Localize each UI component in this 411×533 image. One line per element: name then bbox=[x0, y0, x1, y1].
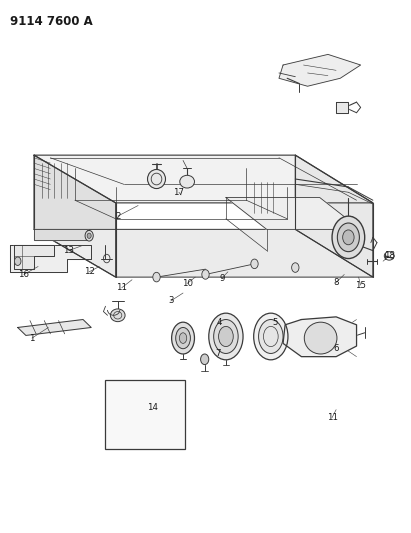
Ellipse shape bbox=[219, 326, 233, 346]
Text: 9114 7600 A: 9114 7600 A bbox=[9, 14, 92, 28]
Text: 11: 11 bbox=[327, 413, 337, 422]
Ellipse shape bbox=[337, 223, 359, 252]
Polygon shape bbox=[296, 155, 373, 277]
Text: 18: 18 bbox=[384, 252, 395, 261]
Text: 8: 8 bbox=[333, 278, 339, 287]
Polygon shape bbox=[34, 155, 115, 277]
Polygon shape bbox=[14, 245, 55, 269]
Ellipse shape bbox=[202, 270, 209, 279]
Polygon shape bbox=[34, 155, 373, 203]
Polygon shape bbox=[34, 229, 373, 277]
Ellipse shape bbox=[153, 272, 160, 282]
Ellipse shape bbox=[251, 259, 258, 269]
Ellipse shape bbox=[201, 354, 209, 365]
Text: 17: 17 bbox=[173, 188, 185, 197]
Ellipse shape bbox=[180, 175, 194, 188]
Polygon shape bbox=[34, 229, 87, 240]
Polygon shape bbox=[18, 319, 91, 335]
Ellipse shape bbox=[175, 327, 190, 349]
Polygon shape bbox=[226, 198, 360, 229]
Polygon shape bbox=[283, 317, 356, 357]
Ellipse shape bbox=[343, 230, 354, 245]
Bar bbox=[106, 381, 185, 449]
Text: 2: 2 bbox=[115, 212, 120, 221]
Text: 14: 14 bbox=[147, 402, 158, 411]
Ellipse shape bbox=[209, 313, 243, 360]
Text: 6: 6 bbox=[333, 344, 339, 353]
Ellipse shape bbox=[14, 257, 21, 265]
Polygon shape bbox=[336, 102, 349, 113]
Text: 5: 5 bbox=[272, 318, 278, 327]
Text: 11: 11 bbox=[116, 283, 127, 292]
Text: 9: 9 bbox=[219, 273, 224, 282]
Ellipse shape bbox=[85, 230, 93, 241]
Ellipse shape bbox=[172, 322, 194, 354]
Ellipse shape bbox=[304, 322, 337, 354]
Ellipse shape bbox=[148, 169, 166, 189]
Ellipse shape bbox=[87, 233, 91, 238]
Text: 12: 12 bbox=[84, 268, 95, 276]
Text: 1: 1 bbox=[29, 334, 35, 343]
Text: 10: 10 bbox=[182, 279, 193, 288]
Ellipse shape bbox=[111, 309, 125, 321]
Text: 13: 13 bbox=[63, 246, 74, 255]
Text: 16: 16 bbox=[18, 270, 29, 279]
Ellipse shape bbox=[332, 216, 365, 259]
Polygon shape bbox=[9, 245, 91, 272]
Text: 4: 4 bbox=[217, 318, 222, 327]
Text: 15: 15 bbox=[355, 280, 366, 289]
Ellipse shape bbox=[214, 319, 238, 353]
Ellipse shape bbox=[259, 319, 283, 353]
Ellipse shape bbox=[292, 263, 299, 272]
Ellipse shape bbox=[254, 313, 288, 360]
Text: 7: 7 bbox=[215, 350, 220, 359]
Text: 3: 3 bbox=[168, 296, 173, 305]
Ellipse shape bbox=[179, 333, 187, 343]
Polygon shape bbox=[279, 54, 360, 86]
